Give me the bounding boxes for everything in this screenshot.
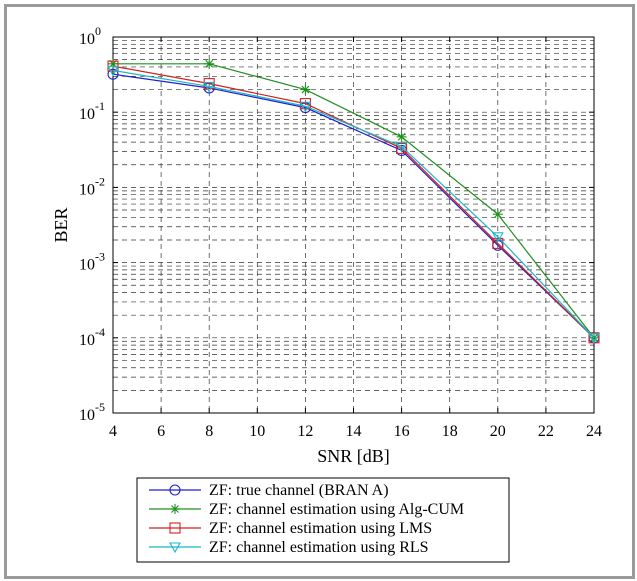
x-tick-label: 18: [442, 423, 458, 440]
star-stroke: [301, 85, 310, 94]
x-tick-label: 20: [490, 423, 506, 440]
y-tick-label: 10-1: [79, 99, 105, 123]
legend-label: ZF: channel estimation using Alg-CUM: [209, 501, 464, 518]
data-point: [203, 81, 216, 93]
x-tick-label: 22: [538, 423, 554, 440]
legend-entries: ZF: true channel (BRAN A) ZF: channel est…: [149, 482, 464, 556]
x-tick-label: 12: [297, 423, 313, 440]
x-axis-label: SNR [dB]: [317, 446, 390, 466]
y-tick-label: 10-3: [79, 250, 105, 274]
legend-entry-2: ZF: channel estimation using Alg-CUM: [149, 501, 464, 518]
series-line: [113, 63, 595, 339]
y-tick-label: 10-4: [79, 325, 105, 349]
legend-label: ZF: true channel (BRAN A): [209, 482, 389, 499]
legend-marker: [169, 542, 181, 554]
data-point: [300, 84, 311, 95]
legend-marker: [169, 522, 181, 534]
legend-entry-1: ZF: true channel (BRAN A): [149, 482, 389, 499]
x-tick-label: 4: [109, 423, 117, 440]
data-point: [107, 65, 119, 77]
axis-ticks: 4 6 8 10 12 14 16 18 20 22 24 100 10-1 10-2 10-3 10-4 10…: [79, 24, 602, 440]
y-tick-label: 10-2: [79, 174, 105, 198]
data-point: [204, 58, 215, 69]
series-lines: [107, 58, 600, 344]
x-tick-label: 10: [249, 423, 265, 440]
grid: [113, 37, 594, 413]
star-stroke: [171, 505, 179, 513]
series-line: [112, 73, 595, 339]
star-stroke: [397, 132, 406, 141]
series-4: [107, 65, 600, 344]
y-axis-label: BER: [51, 207, 71, 242]
data-point: [396, 131, 407, 142]
legend-entry-4: ZF: channel estimation using RLS: [149, 539, 429, 556]
legend-entry-3: ZF: channel estimation using LMS: [149, 520, 432, 537]
x-tick-label: 6: [157, 423, 165, 440]
series-line: [112, 69, 595, 339]
data-point: [299, 98, 311, 110]
legend-label: ZF: channel estimation using LMS: [209, 520, 432, 537]
data-point: [395, 141, 408, 153]
data-point: [492, 209, 503, 220]
data-point: [588, 333, 600, 344]
x-tick-label: 8: [205, 423, 213, 440]
data-point: [107, 68, 119, 80]
legend-marker: [169, 484, 181, 496]
data-point: [396, 142, 408, 154]
star-stroke: [493, 210, 502, 219]
data-point: [203, 78, 215, 90]
legend: [136, 477, 510, 563]
y-tick-label: 10-5: [79, 400, 105, 424]
y-tick-label: 100: [79, 24, 101, 48]
legend-label: ZF: channel estimation using RLS: [209, 539, 429, 556]
x-tick-label: 16: [394, 423, 410, 440]
x-tick-label: 14: [346, 423, 362, 440]
data-point: [492, 237, 504, 249]
data-point: [299, 101, 312, 113]
x-tick-label: 24: [586, 423, 602, 440]
data-point: [491, 232, 504, 243]
star-stroke: [205, 59, 214, 68]
legend-marker: [170, 504, 180, 514]
